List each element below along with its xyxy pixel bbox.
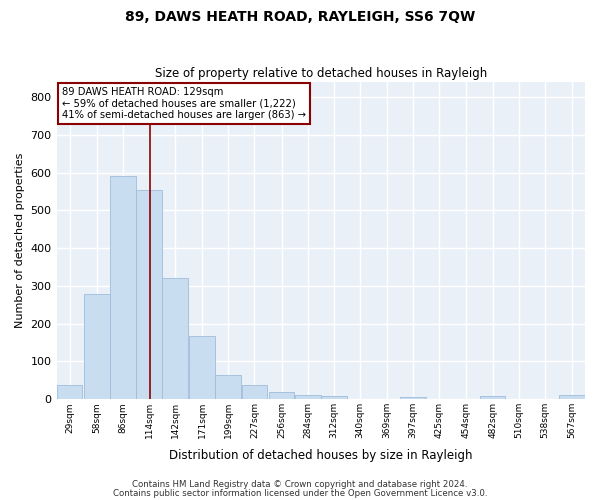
Text: 89, DAWS HEATH ROAD, RAYLEIGH, SS6 7QW: 89, DAWS HEATH ROAD, RAYLEIGH, SS6 7QW — [125, 10, 475, 24]
Text: 89 DAWS HEATH ROAD: 129sqm
← 59% of detached houses are smaller (1,222)
41% of s: 89 DAWS HEATH ROAD: 129sqm ← 59% of deta… — [62, 87, 306, 120]
Bar — [215, 374, 241, 399]
Bar — [400, 398, 426, 399]
Title: Size of property relative to detached houses in Rayleigh: Size of property relative to detached ho… — [155, 66, 487, 80]
Bar — [242, 385, 268, 399]
Text: Contains HM Land Registry data © Crown copyright and database right 2024.: Contains HM Land Registry data © Crown c… — [132, 480, 468, 489]
Bar — [480, 396, 505, 399]
Bar — [559, 396, 585, 399]
Bar — [84, 294, 110, 399]
Text: Contains public sector information licensed under the Open Government Licence v3: Contains public sector information licen… — [113, 488, 487, 498]
Bar — [162, 278, 188, 399]
Bar — [57, 385, 82, 399]
Bar — [269, 392, 295, 399]
Bar — [321, 396, 347, 399]
Bar — [190, 336, 215, 399]
Bar — [136, 190, 162, 399]
Y-axis label: Number of detached properties: Number of detached properties — [15, 153, 25, 328]
Bar — [295, 396, 320, 399]
X-axis label: Distribution of detached houses by size in Rayleigh: Distribution of detached houses by size … — [169, 450, 473, 462]
Bar — [110, 176, 136, 399]
